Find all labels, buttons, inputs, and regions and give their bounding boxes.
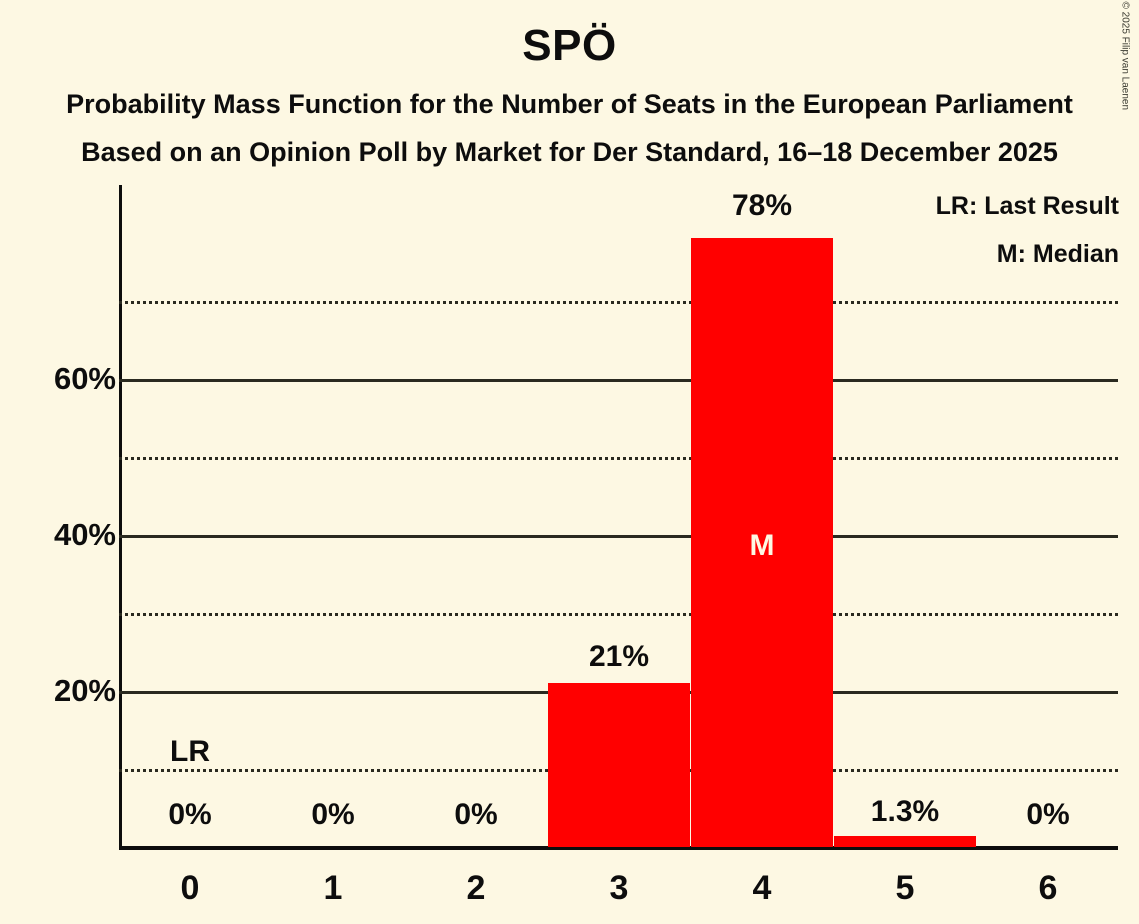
gridline-70 — [119, 301, 1118, 304]
chart-subtitle-primary: Probability Mass Function for the Number… — [66, 89, 1073, 119]
chart-subtitle-secondary: Based on an Opinion Poll by Market for D… — [81, 137, 1058, 167]
gridline-50 — [119, 457, 1118, 460]
gridline-30 — [119, 613, 1118, 616]
y-tick-label-60: 60% — [53, 361, 116, 396]
bar-value-seat-0: 0% — [168, 798, 212, 831]
last-result-marker: LR — [170, 735, 210, 768]
chart-title: SPÖ — [522, 21, 617, 70]
copyright-notice: © 2025 Filip van Laenen — [1119, 1, 1131, 111]
legend-item-last-result: LR: Last Result — [935, 192, 1119, 220]
bar-value-seat-2: 0% — [454, 798, 498, 831]
bar-value-seat-3: 21% — [588, 640, 650, 673]
x-tick-label-4: 4 — [752, 869, 772, 907]
y-axis-line — [119, 185, 122, 848]
bar-value-seat-1: 0% — [311, 798, 355, 831]
x-tick-label-1: 1 — [323, 869, 343, 907]
bar-seat-3[interactable] — [548, 683, 690, 847]
x-tick-label-3: 3 — [609, 869, 629, 907]
chart-legend: LR: Last Result M: Median — [936, 182, 1119, 278]
median-marker: M — [749, 529, 775, 562]
plot-area: M LR 0% 0% 0% 21% 78% 1.3% 0% — [119, 185, 1118, 847]
x-tick-label-5: 5 — [895, 869, 915, 907]
y-tick-label-20: 20% — [53, 673, 116, 708]
x-tick-label-0: 0 — [180, 869, 200, 907]
bar-value-seat-6: 0% — [1026, 798, 1070, 831]
bar-seat-4[interactable] — [691, 238, 833, 847]
bar-value-seat-5: 1.3% — [870, 795, 940, 828]
bar-seat-5[interactable] — [834, 836, 976, 847]
x-axis-line — [119, 846, 1118, 850]
x-tick-label-6: 6 — [1038, 869, 1058, 907]
y-tick-label-40: 40% — [53, 517, 116, 552]
gridline-40 — [119, 535, 1118, 538]
gridline-60 — [119, 379, 1118, 382]
x-tick-label-2: 2 — [466, 869, 486, 907]
legend-item-median: M: Median — [996, 240, 1119, 268]
bar-value-seat-4: 78% — [731, 189, 793, 222]
